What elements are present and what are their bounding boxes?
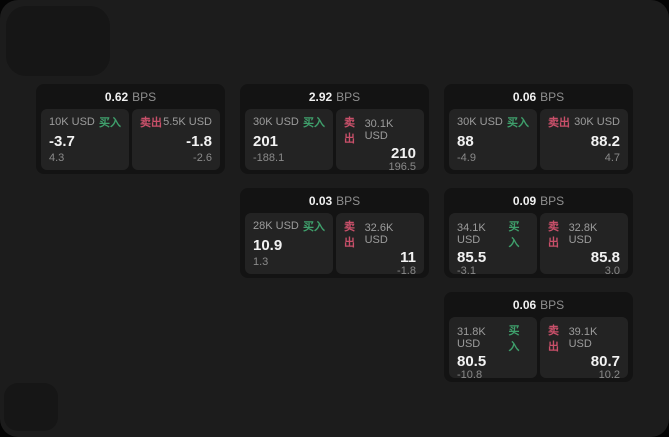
buy-amount: 31.8K USD	[457, 326, 486, 350]
sell-amount: 30.1K USD	[364, 118, 394, 142]
buy-price: 88	[457, 132, 474, 150]
sell-amount: 5.5K USD	[163, 116, 212, 128]
quote-card: 0.09 BPS 34.1K USD 买入 85.5 -3.1 卖出 32.8K…	[444, 188, 633, 278]
spread-header: 0.09 BPS	[444, 188, 633, 213]
spread-unit: BPS	[540, 89, 565, 104]
buy-amount: 30K USD	[253, 116, 299, 128]
buy-delta: -3.1	[457, 265, 476, 277]
spread-unit: BPS	[540, 297, 565, 312]
sell-label: 卖出	[344, 117, 355, 145]
sell-delta: 3.0	[604, 265, 620, 277]
spread-value: 0.62	[104, 89, 129, 104]
sell-tile[interactable]: 卖出 30.1K USD 210 196.5	[336, 109, 424, 173]
spread-header: 0.62 BPS	[36, 84, 225, 109]
buy-label: 买入	[303, 221, 325, 233]
sell-price: -1.8	[186, 132, 212, 150]
sell-delta: 4.7	[604, 152, 620, 164]
buy-label: 买入	[99, 117, 121, 129]
spread-unit: BPS	[336, 193, 361, 208]
sell-label: 卖出	[548, 325, 559, 353]
buy-tile[interactable]: 30K USD 买入 88 -4.9	[449, 109, 537, 170]
buy-tile[interactable]: 34.1K USD 买入 85.5 -3.1	[449, 213, 537, 277]
spread-unit: BPS	[336, 89, 361, 104]
buy-delta: -188.1	[253, 152, 285, 164]
sell-amount: 39.1K USD	[568, 326, 598, 350]
sell-label: 卖出	[140, 117, 162, 129]
sell-delta: -2.6	[193, 152, 212, 164]
sell-delta: 196.5	[388, 161, 416, 173]
spread-value: 0.06	[512, 297, 537, 312]
sell-tile[interactable]: 卖出 32.6K USD 11 -1.8	[336, 213, 424, 277]
sell-amount: 30K USD	[574, 116, 620, 128]
quote-card: 2.92 BPS 30K USD 买入 201 -188.1 卖出 30.1K …	[240, 84, 429, 174]
spread-value: 2.92	[308, 89, 333, 104]
corner-shade-bottom-left	[4, 383, 58, 431]
sell-amount: 32.8K USD	[568, 222, 598, 246]
buy-delta: -4.9	[457, 152, 476, 164]
spread-value: 0.09	[512, 193, 537, 208]
buy-tile[interactable]: 10K USD 买入 -3.7 4.3	[41, 109, 129, 170]
buy-amount: 10K USD	[49, 116, 95, 128]
buy-delta: 1.3	[253, 256, 269, 268]
spread-unit: BPS	[540, 193, 565, 208]
corner-shade-top-left	[6, 6, 110, 76]
quote-card: 0.06 BPS 30K USD 买入 88 -4.9 卖出 30K USD 8…	[444, 84, 633, 174]
quote-card: 0.06 BPS 31.8K USD 买入 80.5 -10.8 卖出 39.1…	[444, 292, 633, 382]
buy-price: -3.7	[49, 132, 75, 150]
buy-price: 201	[253, 132, 279, 150]
spread-header: 0.03 BPS	[240, 188, 429, 213]
buy-label: 买入	[507, 117, 529, 129]
sell-price: 85.8	[590, 249, 620, 266]
buy-amount: 30K USD	[457, 116, 503, 128]
buy-tile[interactable]: 30K USD 买入 201 -188.1	[245, 109, 333, 170]
buy-delta: -10.8	[457, 369, 483, 381]
sell-tile[interactable]: 卖出 39.1K USD 80.7 10.2	[540, 317, 628, 381]
sell-label: 卖出	[548, 221, 559, 249]
sell-price: 88.2	[590, 132, 620, 150]
buy-label: 买入	[303, 117, 325, 129]
sell-tile[interactable]: 卖出 5.5K USD -1.8 -2.6	[132, 109, 220, 170]
sell-amount: 32.6K USD	[364, 222, 394, 246]
spread-value: 0.06	[512, 89, 537, 104]
quote-card: 0.03 BPS 28K USD 买入 10.9 1.3 卖出 32.6K US…	[240, 188, 429, 278]
sell-price: 210	[390, 145, 416, 162]
buy-tile[interactable]: 31.8K USD 买入 80.5 -10.8	[449, 317, 537, 381]
spread-unit: BPS	[132, 89, 157, 104]
sell-label: 卖出	[548, 117, 570, 129]
sell-delta: 10.2	[598, 369, 620, 381]
buy-label: 买入	[508, 221, 520, 249]
buy-amount: 28K USD	[253, 220, 299, 232]
sell-tile[interactable]: 卖出 30K USD 88.2 4.7	[540, 109, 628, 170]
spread-header: 0.06 BPS	[444, 84, 633, 109]
buy-amount: 34.1K USD	[457, 222, 486, 246]
sell-label: 卖出	[344, 221, 355, 249]
sell-delta: -1.8	[397, 265, 416, 277]
sell-price: 11	[400, 249, 416, 266]
sell-tile[interactable]: 卖出 32.8K USD 85.8 3.0	[540, 213, 628, 277]
sell-price: 80.7	[590, 353, 620, 370]
buy-delta: 4.3	[49, 152, 65, 164]
buy-tile[interactable]: 28K USD 买入 10.9 1.3	[245, 213, 333, 274]
spread-header: 2.92 BPS	[240, 84, 429, 109]
spread-header: 0.06 BPS	[444, 292, 633, 317]
spread-value: 0.03	[308, 193, 333, 208]
buy-price: 80.5	[457, 353, 487, 370]
buy-price: 10.9	[253, 236, 283, 254]
buy-price: 85.5	[457, 249, 487, 266]
quote-card: 0.62 BPS 10K USD 买入 -3.7 4.3 卖出 5.5K USD…	[36, 84, 225, 174]
buy-label: 买入	[508, 325, 520, 353]
